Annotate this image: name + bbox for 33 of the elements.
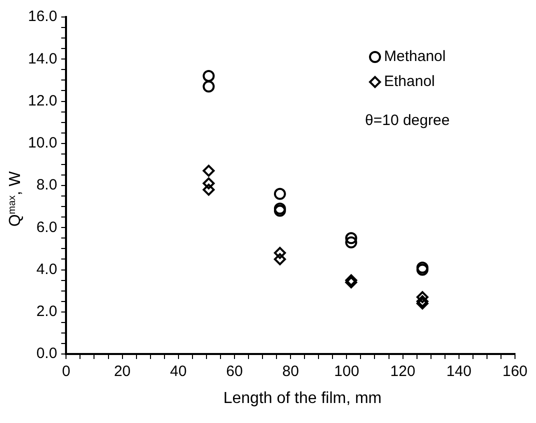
point: [202, 70, 215, 82]
x-tick-label: 0: [62, 363, 70, 380]
point: [345, 236, 358, 248]
annotation: θ=10 degree: [365, 112, 450, 130]
point: [202, 177, 215, 190]
y-tick-label: 14.0: [28, 50, 58, 68]
x-tick-label: 80: [282, 363, 299, 380]
y-tick-label: 4.0: [36, 260, 58, 278]
x-tick-label: 40: [170, 363, 187, 380]
point: [274, 246, 286, 259]
x-tick-label: 120: [390, 363, 416, 380]
y-tick-label: 10.0: [28, 134, 58, 152]
legend-label: Ethanol: [384, 73, 435, 90]
point: [416, 291, 428, 304]
x-tick-label: 160: [502, 363, 528, 380]
x-tick-label: 20: [114, 363, 131, 380]
legend-label: Methanol: [384, 48, 446, 66]
y-tick-label: 12.0: [28, 92, 58, 110]
point: [274, 253, 286, 266]
x-tick-label: 100: [334, 363, 360, 380]
y-tick-label: 8.0: [36, 176, 58, 194]
y-tick-label: 2.0: [36, 303, 58, 320]
point: [202, 184, 215, 196]
point: [202, 164, 215, 177]
x-axis-title: Length of the film, mm: [222, 390, 383, 408]
point: [202, 80, 215, 93]
point: [274, 188, 286, 200]
y-tick-label: 0.0: [36, 345, 58, 362]
y-tick-label: 6.0: [36, 218, 58, 236]
y-tick-label: 16.0: [28, 8, 58, 26]
x-tick-label: 60: [226, 363, 243, 380]
x-tick-label: 140: [446, 363, 472, 380]
point: [345, 232, 358, 244]
